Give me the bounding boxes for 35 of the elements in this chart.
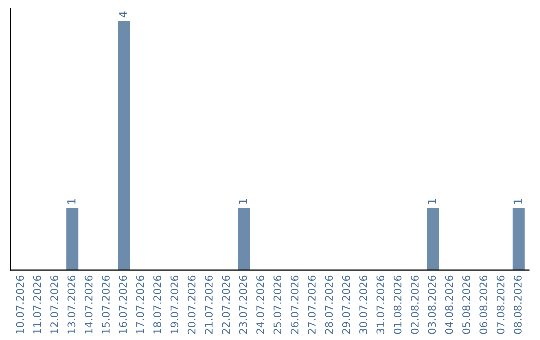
x-tick-label: 28.07.2026 <box>325 276 334 334</box>
x-tick-label: 20.07.2026 <box>188 276 196 334</box>
data-label: 1 <box>68 199 76 204</box>
x-tick-label: 04.08.2026 <box>445 276 454 334</box>
x-tick-label: 06.08.2026 <box>480 276 488 334</box>
x-tick-label: 18.07.2026 <box>154 276 162 334</box>
x-tick-label: 07.08.2026 <box>496 276 505 334</box>
x-tick-label: 27.07.2026 <box>308 276 316 334</box>
x-tick-label: 21.07.2026 <box>205 276 213 334</box>
data-label: 1 <box>239 199 248 204</box>
data-label: 1 <box>428 199 436 204</box>
x-tick-label: 22.07.2026 <box>222 276 230 334</box>
x-tick-label: 25.07.2026 <box>274 276 282 334</box>
x-tick-label: 16.07.2026 <box>119 276 128 334</box>
x-tick-label: 17.07.2026 <box>136 276 144 334</box>
x-tick-label: 01.08.2026 <box>394 276 402 334</box>
x-tick-label: 11.07.2026 <box>33 276 42 334</box>
x-tick-label: 23.07.2026 <box>239 276 248 334</box>
x-tick-label: 15.07.2026 <box>102 276 110 334</box>
x-tick-label: 10.07.2026 <box>16 276 24 334</box>
data-label: 1 <box>514 199 522 204</box>
data-label: 4 <box>119 12 128 18</box>
x-tick-label: 13.07.2026 <box>68 276 76 334</box>
x-tick-label: 26.07.2026 <box>290 276 299 334</box>
x-tick-label: 19.07.2026 <box>170 276 179 334</box>
x-tick-label: 24.07.2026 <box>256 276 264 334</box>
x-tick-label: 30.07.2026 <box>360 276 368 334</box>
x-tick-label: 14.07.2026 <box>84 276 93 334</box>
x-tick-label: 08.08.2026 <box>514 276 522 334</box>
x-tick-label: 12.07.2026 <box>50 276 58 334</box>
x-tick-label: 03.08.2026 <box>428 276 436 334</box>
x-tick-label: 02.08.2026 <box>411 276 419 334</box>
x-tick-label: 31.07.2026 <box>376 276 385 334</box>
x-tick-label: 29.07.2026 <box>342 276 350 334</box>
x-tick-label: 05.08.2026 <box>462 276 470 334</box>
